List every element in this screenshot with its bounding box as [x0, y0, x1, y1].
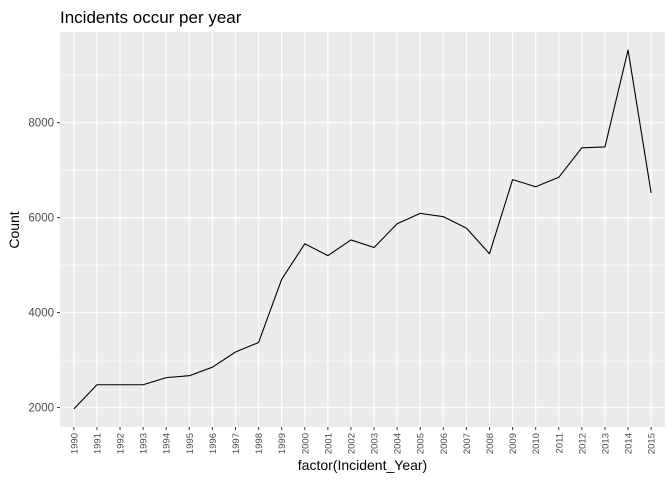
x-tick-label: 2000: [300, 433, 311, 454]
x-tick-label: 2006: [439, 433, 450, 454]
x-tick-label: 1995: [185, 433, 196, 454]
x-tick-label: 2009: [508, 433, 519, 454]
x-tick-label: 2013: [600, 433, 611, 454]
x-tick-label: 1993: [139, 433, 150, 454]
x-axis: 1990 1991 1992 1993 1994 1995 1996 1997 1998 1999…: [69, 427, 658, 454]
x-tick-label: 2003: [370, 433, 381, 454]
y-tick-label: 4000: [28, 308, 54, 320]
y-tick-label: 2000: [28, 403, 54, 415]
x-tick-label: 1999: [277, 433, 288, 454]
major-gridlines: [60, 32, 665, 427]
x-axis-title: factor(Incident_Year): [298, 457, 427, 473]
y-axis-title: Count: [6, 211, 22, 248]
x-tick-label: 1992: [116, 433, 127, 454]
series-layer: [73, 49, 652, 410]
x-tick-label: 1996: [208, 433, 219, 454]
x-tick-label: 1997: [231, 433, 242, 454]
x-tick-label: 1998: [254, 433, 265, 454]
x-tick-label: 2002: [346, 433, 357, 454]
x-tick-label: 2008: [485, 433, 496, 454]
plot-panel: [60, 32, 665, 427]
x-tick-label: 1990: [69, 433, 80, 454]
x-tick-label: 1991: [92, 433, 103, 454]
x-tick-label: 1994: [162, 433, 173, 454]
y-axis: 2000 4000 6000 8000: [28, 118, 60, 415]
x-tick-label: 2005: [416, 433, 427, 454]
x-tick-label: 2014: [624, 433, 635, 454]
series-line: [73, 49, 652, 410]
x-tick-label: 2015: [647, 433, 658, 454]
x-tick-label: 2010: [531, 433, 542, 454]
y-tick-label: 8000: [28, 118, 54, 130]
x-tick-label: 2004: [393, 433, 404, 454]
chart-title: Incidents occur per year: [60, 8, 242, 27]
x-tick-label: 2007: [462, 433, 473, 454]
x-tick-label: 2012: [577, 433, 588, 454]
x-tick-label: 2001: [323, 433, 334, 454]
x-tick-label: 2011: [554, 433, 565, 453]
y-tick-label: 6000: [28, 213, 54, 225]
